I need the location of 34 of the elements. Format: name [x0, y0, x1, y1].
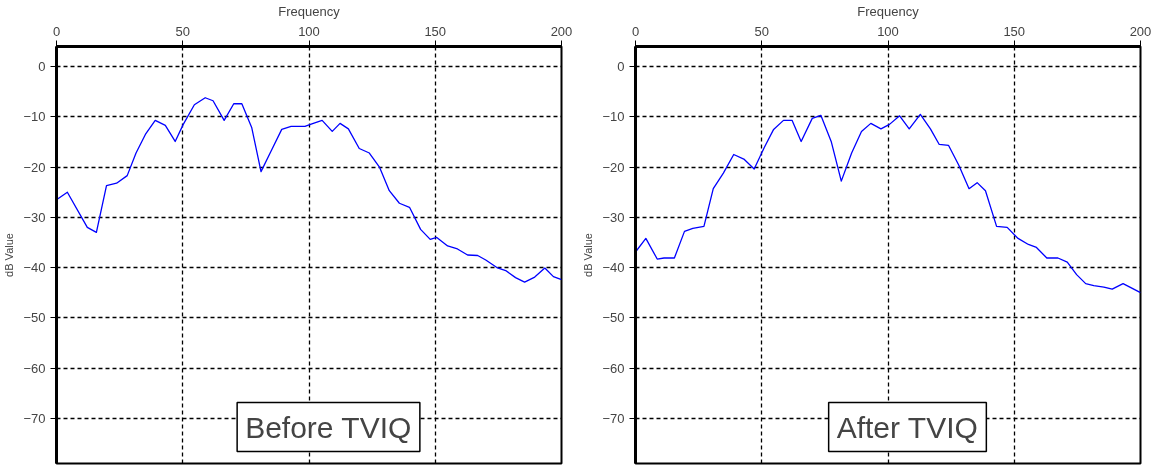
y-tick-label: −10 — [23, 109, 46, 125]
y-axis-title: dB Value — [582, 233, 595, 277]
y-tick-label: −60 — [23, 360, 46, 376]
x-tick-label: 100 — [877, 23, 899, 39]
x-axis-title: Frequency — [278, 3, 341, 19]
y-tick-label: −10 — [602, 109, 625, 125]
y-tick-label: 0 — [617, 59, 625, 75]
x-tick-label: 50 — [175, 23, 190, 39]
y-tick-label: −50 — [23, 310, 46, 326]
line-series — [56, 97, 562, 283]
y-tick-label: −70 — [23, 410, 46, 426]
annotation: After TVIQ — [836, 410, 978, 444]
y-tick-label: −30 — [602, 209, 625, 225]
x-tick-label: 200 — [550, 23, 573, 39]
y-axis-title: dB Value — [3, 233, 16, 277]
x-tick-label: 0 — [631, 23, 640, 39]
x-tick-label: 150 — [1003, 23, 1026, 39]
annotation: Before TVIQ — [245, 410, 412, 444]
y-tick-label: −20 — [23, 159, 46, 175]
y-tick-label: 0 — [38, 59, 46, 75]
y-tick-label: −40 — [23, 260, 46, 276]
x-axis-title: Frequency — [857, 3, 920, 19]
x-tick-label: 150 — [424, 23, 447, 39]
y-tick-label: −40 — [602, 260, 625, 276]
y-tick-label: −60 — [602, 360, 625, 376]
x-tick-label: 50 — [754, 23, 769, 39]
x-tick-label: 100 — [298, 23, 320, 39]
y-tick-label: −20 — [602, 159, 625, 175]
y-tick-label: −30 — [23, 209, 46, 225]
line-series — [635, 113, 1141, 294]
x-tick-label: 200 — [1129, 23, 1152, 39]
y-tick-label: −50 — [602, 310, 625, 326]
x-tick-label: 0 — [52, 23, 61, 39]
y-tick-label: −70 — [602, 410, 625, 426]
